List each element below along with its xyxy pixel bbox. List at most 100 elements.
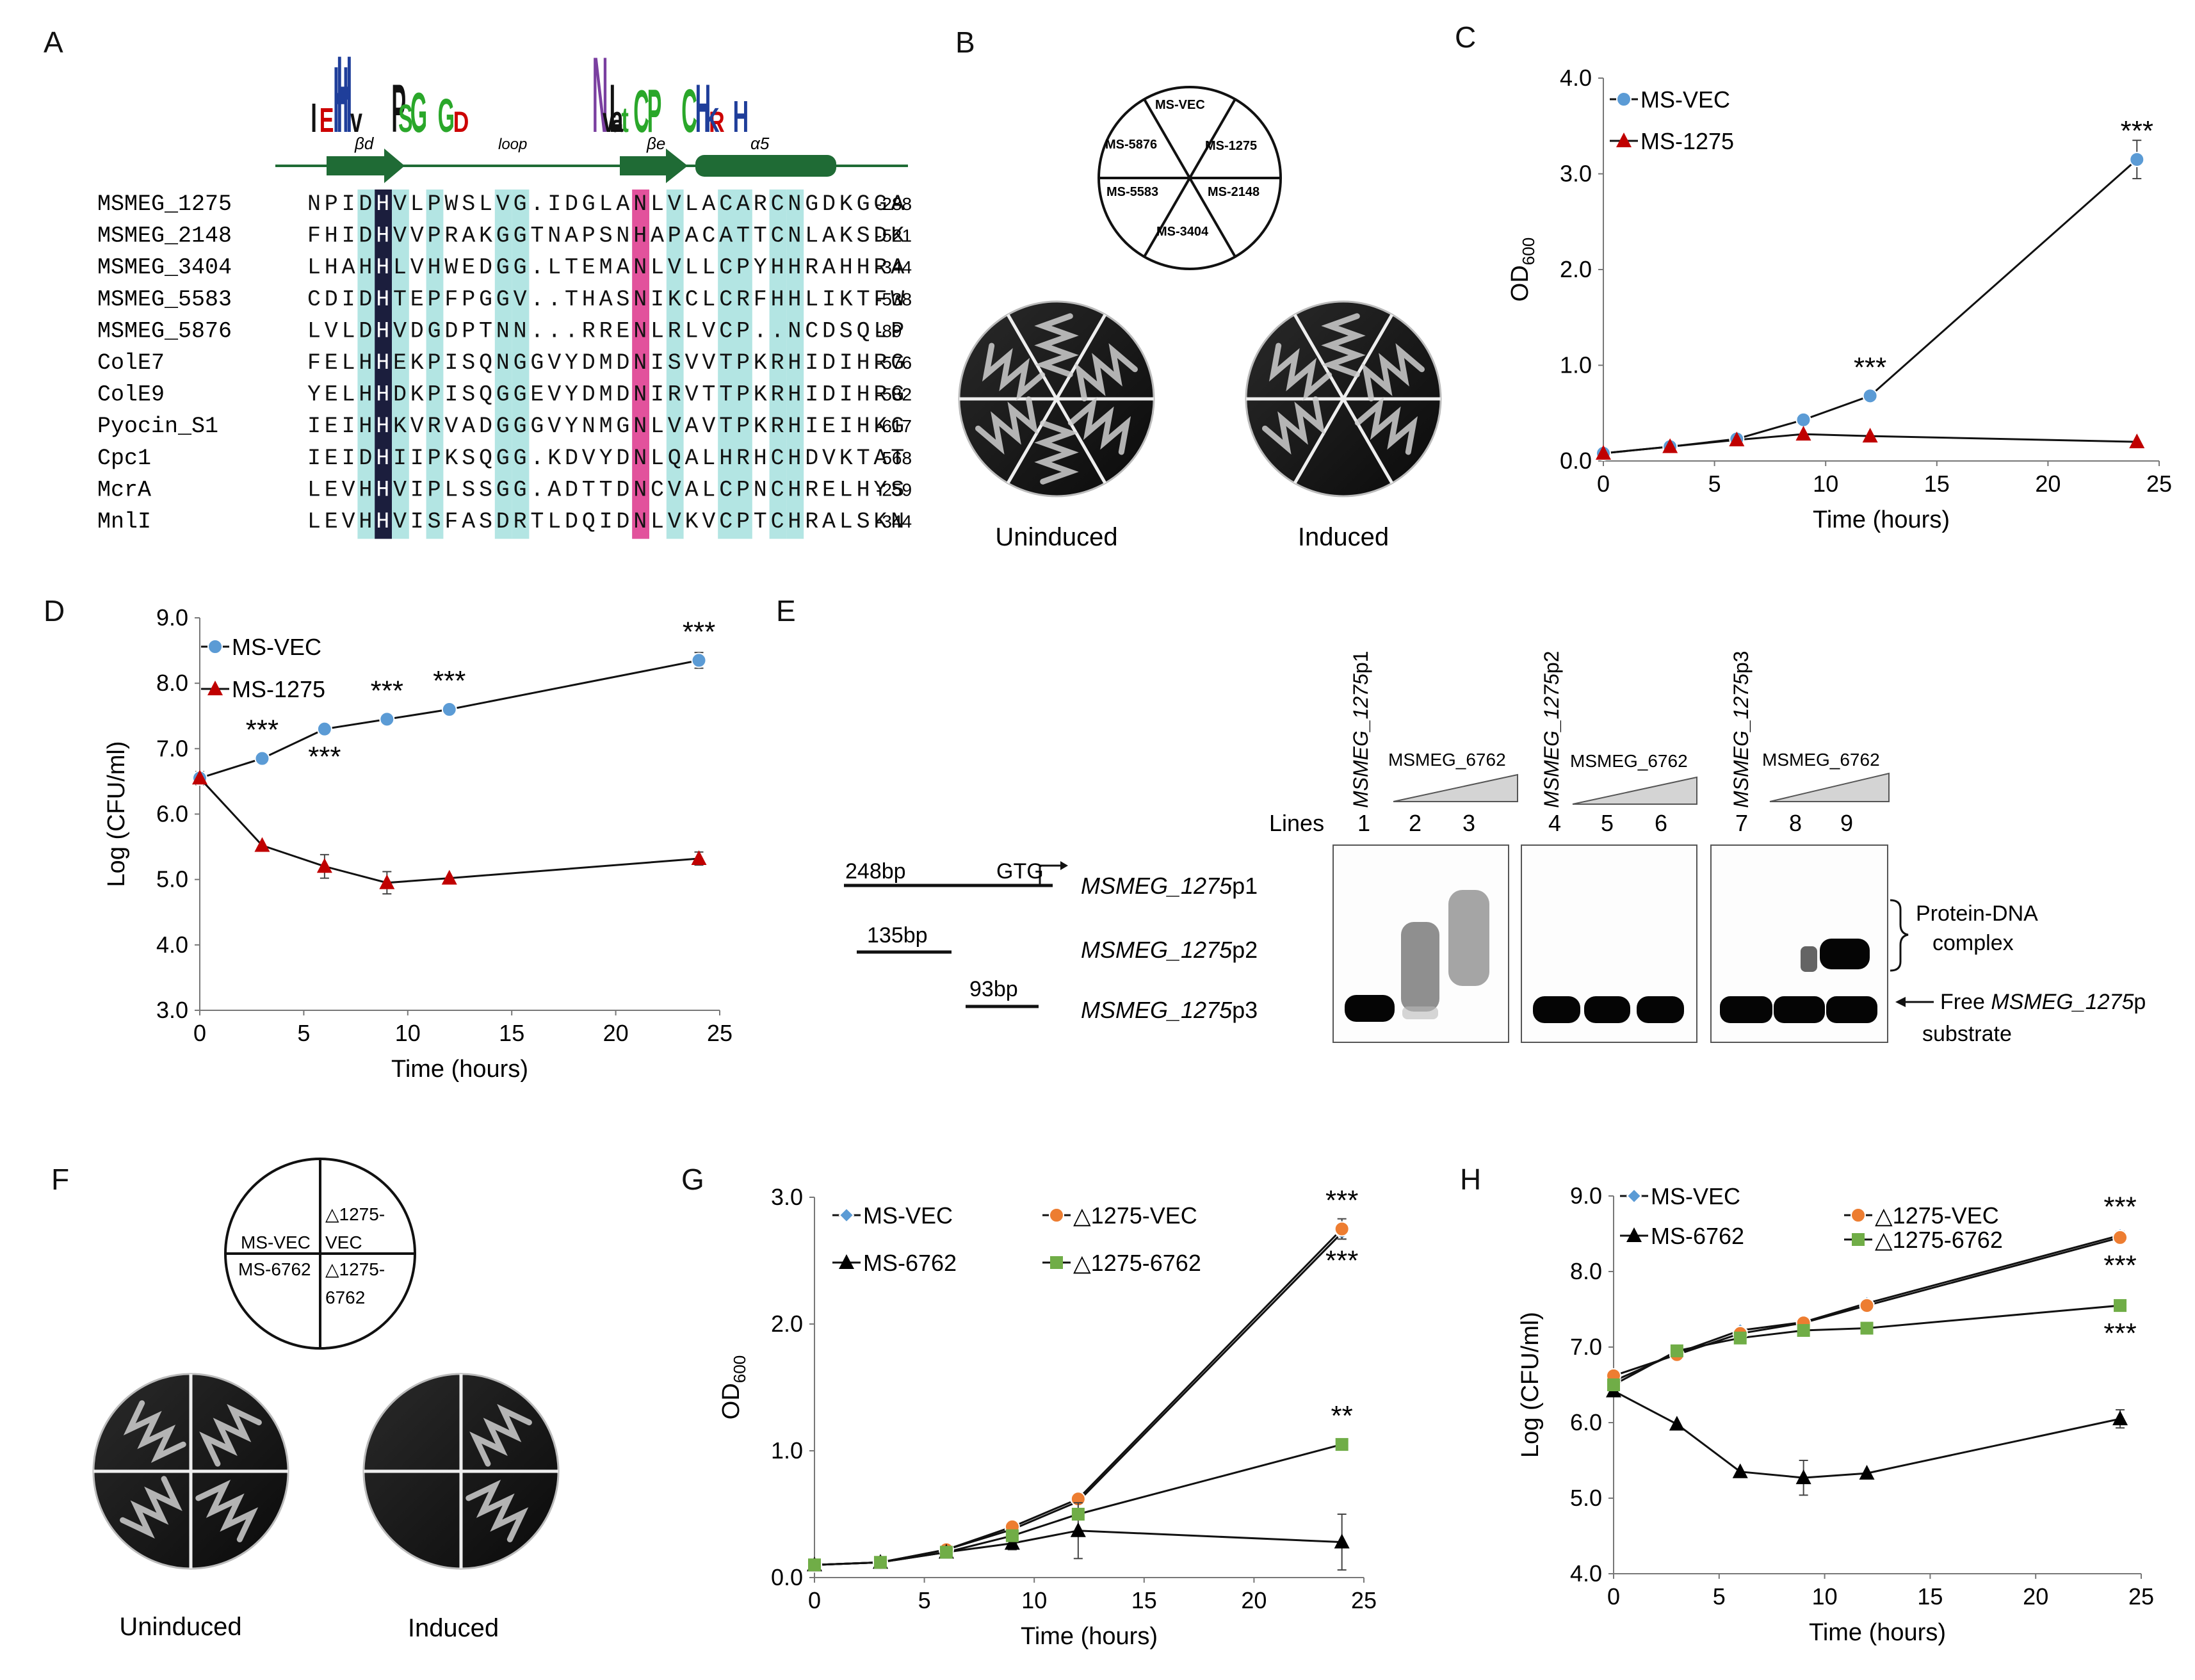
x-tick-label: 10 [1021, 1587, 1047, 1613]
legend-marker [1852, 1233, 1865, 1246]
sequence-end-position: -538 [876, 289, 912, 309]
band-lane-7-free [1720, 996, 1772, 1023]
y-tick-label: 9.0 [156, 604, 188, 631]
band-lane-2-smear [1401, 922, 1439, 1012]
catalytic-his-column [375, 190, 392, 539]
logo-letter: K [704, 102, 720, 139]
data-point [2112, 1410, 2128, 1426]
conserved-column-highlight [357, 190, 375, 539]
sequence-name: MSMEG_5583 [97, 287, 232, 312]
x-tick-label: 20 [1241, 1587, 1267, 1613]
x-tick-label: 20 [603, 1020, 629, 1046]
legend-label: MS-1275 [1640, 128, 1734, 154]
panel-label-d: D [44, 594, 65, 627]
y-tick-label: 1.0 [1560, 352, 1592, 378]
sector-diagram: MS-VEC MS-1275 MS-2148 MS-3404 MS-5583 MS-587… [1098, 86, 1282, 270]
gel-title-p2: MSMEG_1275p2 [1540, 651, 1563, 808]
data-point [1795, 1469, 1811, 1485]
series-line [814, 1443, 1343, 1566]
y-tick-label: 4.0 [1560, 65, 1592, 91]
fragment-size-135: 135bp [867, 923, 928, 948]
bacterial-streak [199, 1403, 262, 1467]
lane-number: 1 [1357, 810, 1370, 836]
logo-letter: v [350, 102, 362, 139]
significance-label: *** [1325, 1185, 1358, 1216]
y-tick-label: 6.0 [156, 801, 188, 827]
x-tick-label: 5 [1713, 1583, 1726, 1610]
sequence-end-position: -521 [876, 226, 912, 246]
conserved-column-highlight [426, 190, 444, 539]
quadrant-d1275-vec-2: VEC [325, 1232, 362, 1252]
x-tick-label: 0 [1607, 1583, 1620, 1610]
data-point [2129, 152, 2145, 168]
fragment-name-p1: MSMEG_1275p1 [1081, 873, 1258, 899]
bacterial-streak [466, 1480, 529, 1542]
x-tick-label: 10 [1813, 471, 1838, 497]
data-point [691, 652, 707, 668]
conserved-column-highlight [392, 190, 409, 539]
panel-label-c: C [1455, 20, 1476, 54]
gel-title-p1: MSMEG_1275p1 [1349, 651, 1372, 808]
data-point [1596, 445, 1611, 460]
band-lane-8-free [1774, 996, 1825, 1023]
conserved-column-highlight [512, 190, 530, 539]
data-point [441, 702, 457, 718]
fragment-size-248: 248bp [845, 859, 906, 884]
logo-letter: H [333, 47, 349, 152]
data-point [1795, 412, 1811, 428]
bacterial-streak [120, 1476, 182, 1539]
y-tick-label: 8.0 [156, 670, 188, 696]
data-point [2114, 1299, 2127, 1312]
chart-c: 0 5 10 15 20 25 0.0 1.0 2.0 3.0 4.0 Time (hours) OD6… [1507, 65, 2172, 533]
data-point [1797, 1324, 1810, 1337]
y-tick-label: 1.0 [771, 1437, 803, 1464]
quadrant-ms-vec: MS-VEC [241, 1232, 311, 1252]
significance-label: *** [433, 665, 466, 697]
x-axis-label: Time (hours) [1813, 506, 1950, 533]
x-tick-label: 5 [918, 1587, 931, 1613]
legend-marker [1851, 1208, 1866, 1223]
y-tick-label: 5.0 [156, 866, 188, 892]
x-tick-label: 10 [1812, 1583, 1838, 1610]
chart-h: 0 5 10 15 20 25 4.0 5.0 6.0 7.0 8.0 9.0 Time (hours)… [1517, 1183, 2154, 1646]
data-point [1005, 1529, 1019, 1542]
sector-label: MS-2148 [1208, 185, 1259, 199]
bacterial-streak [1262, 396, 1325, 455]
significance-label: ** [1331, 1400, 1353, 1432]
panel-label-h: H [1460, 1163, 1481, 1196]
data-point [1733, 1331, 1747, 1345]
protein-gradient-2 [1572, 776, 1697, 805]
band-lane-8-complex [1801, 946, 1817, 972]
legend-label: △1275-VEC [1875, 1202, 1999, 1229]
x-tick-label: 25 [2128, 1583, 2154, 1610]
series-line [1613, 1390, 2121, 1479]
conserved-column-highlight [494, 190, 512, 539]
lane-number: 5 [1601, 810, 1614, 836]
panel-label-b: B [955, 26, 975, 59]
protein-gradient-1 [1393, 773, 1518, 802]
data-point [1859, 1465, 1875, 1480]
series-line [1613, 1236, 2121, 1377]
lane-number: 6 [1655, 810, 1667, 836]
significance-label: *** [2103, 1318, 2136, 1349]
data-point [254, 750, 270, 766]
data-point [1669, 1416, 1685, 1431]
plate-f-label-induced: Induced [408, 1614, 499, 1642]
y-tick-label: 3.0 [156, 997, 188, 1023]
legend-marker [1616, 92, 1632, 107]
significance-label: *** [1325, 1245, 1358, 1276]
sector-label: MS-5583 [1106, 185, 1158, 199]
sector-label: MS-3404 [1156, 225, 1209, 239]
ss-label-loop: loop [498, 136, 527, 153]
quadrant-d1275-6762-2: 6762 [325, 1288, 365, 1307]
data-point [1859, 1298, 1875, 1314]
significance-label: *** [2103, 1250, 2136, 1281]
legend-label: △1275-6762 [1875, 1227, 2003, 1253]
legend-label: MS-1275 [232, 676, 325, 702]
y-tick-label: 7.0 [156, 735, 188, 761]
bacterial-streak [1067, 396, 1131, 455]
